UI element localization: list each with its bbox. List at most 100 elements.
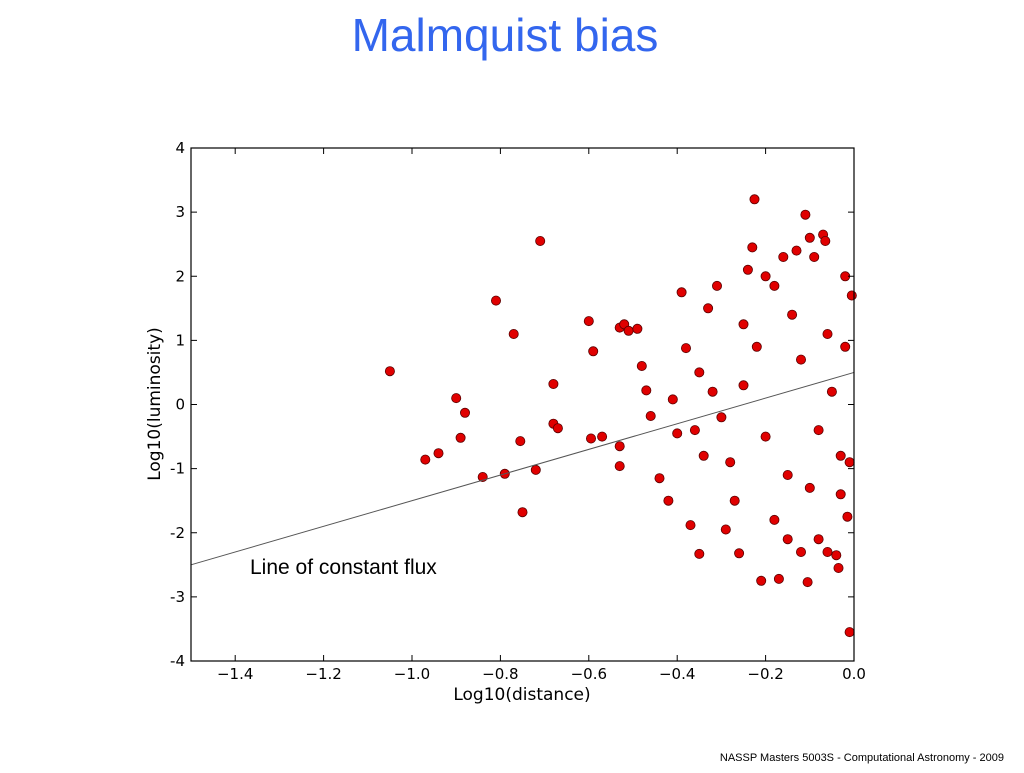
y-axis-label: Log10(luminosity) (145, 327, 165, 481)
y-tick-label: 3 (175, 203, 185, 221)
data-point (751, 341, 762, 352)
x-axis-label: Log10(distance) (453, 685, 590, 705)
data-point (694, 367, 705, 378)
data-point (802, 577, 813, 588)
data-point (515, 436, 526, 447)
data-point (698, 450, 709, 461)
x-tick-label: −1.4 (217, 665, 253, 683)
data-point (820, 235, 831, 246)
x-tick-label: −0.4 (659, 665, 695, 683)
data-point (844, 627, 855, 638)
data-point (685, 520, 696, 531)
x-tick-label: −0.8 (482, 665, 518, 683)
data-point (707, 386, 718, 397)
y-tick-label: -3 (170, 588, 185, 606)
data-point (720, 524, 731, 535)
data-point (645, 410, 656, 421)
data-point (641, 385, 652, 396)
data-point (813, 534, 824, 545)
data-point (530, 464, 541, 475)
data-point (738, 319, 749, 330)
data-point (433, 448, 444, 459)
data-point (796, 354, 807, 365)
y-tick-label: -4 (170, 652, 185, 670)
data-point (835, 489, 846, 500)
data-point (588, 346, 599, 357)
data-point (583, 316, 594, 327)
data-point (586, 433, 597, 444)
data-point (813, 425, 824, 436)
data-point (804, 232, 815, 243)
data-point (459, 407, 470, 418)
data-point (451, 393, 462, 404)
data-point (738, 380, 749, 391)
data-point (517, 507, 528, 518)
data-point (791, 245, 802, 256)
data-point (822, 328, 833, 339)
data-point (689, 425, 700, 436)
data-point (490, 295, 501, 306)
x-tick-label: −1.2 (305, 665, 341, 683)
data-point (804, 482, 815, 493)
data-point (712, 280, 723, 291)
footer-text: NASSP Masters 5003S - Computational Astr… (719, 752, 1004, 764)
data-point (842, 511, 853, 522)
y-tick-label: -2 (170, 524, 185, 542)
data-point (676, 287, 687, 298)
data-point (636, 360, 647, 371)
data-point (749, 194, 760, 205)
data-point (535, 235, 546, 246)
data-point (725, 457, 736, 468)
data-point (769, 280, 780, 291)
data-point (840, 341, 851, 352)
data-point (681, 343, 692, 354)
data-point (822, 547, 833, 558)
y-axis-ticks: -4 -3 -2 -1 0 1 2 3 4 (170, 139, 854, 670)
data-point (614, 461, 625, 472)
data-point (703, 303, 714, 314)
data-point (623, 325, 634, 336)
data-point (747, 242, 758, 253)
x-tick-label: −0.6 (571, 665, 607, 683)
x-tick-label: −1.0 (394, 665, 430, 683)
data-point (835, 450, 846, 461)
plot-frame (190, 147, 855, 662)
data-point (667, 394, 678, 405)
data-point (654, 473, 665, 484)
y-tick-label: 1 (175, 331, 185, 349)
data-point (796, 547, 807, 558)
slide-title: Malmquist bias (351, 9, 659, 61)
data-point (716, 412, 727, 423)
data-point (787, 309, 798, 320)
data-point (826, 386, 837, 397)
data-point (760, 271, 771, 282)
data-point (729, 495, 740, 506)
data-point (800, 209, 811, 220)
data-point (597, 431, 608, 442)
constant-flux-line (190, 371, 855, 566)
data-point (508, 328, 519, 339)
data-point (760, 431, 771, 442)
x-tick-label: 0.0 (842, 665, 866, 683)
y-tick-label: 2 (175, 267, 185, 285)
data-point (846, 290, 857, 301)
data-point (672, 428, 683, 439)
data-point (742, 264, 753, 275)
data-point (614, 441, 625, 452)
data-point (809, 251, 820, 262)
data-point (663, 495, 674, 506)
y-tick-label: -1 (170, 460, 185, 478)
data-point (384, 366, 395, 377)
x-axis-ticks: −1.4 −1.2 −1.0 −0.8 −0.6 −0.4 −0.2 0.0 (217, 148, 866, 683)
data-point (756, 575, 767, 586)
data-point (734, 548, 745, 559)
points-layer (384, 194, 857, 638)
y-tick-label: 0 (175, 396, 185, 414)
data-point (782, 469, 793, 480)
data-point (833, 563, 844, 574)
y-tick-label: 4 (175, 139, 185, 157)
data-point (773, 573, 784, 584)
data-point (552, 423, 563, 434)
